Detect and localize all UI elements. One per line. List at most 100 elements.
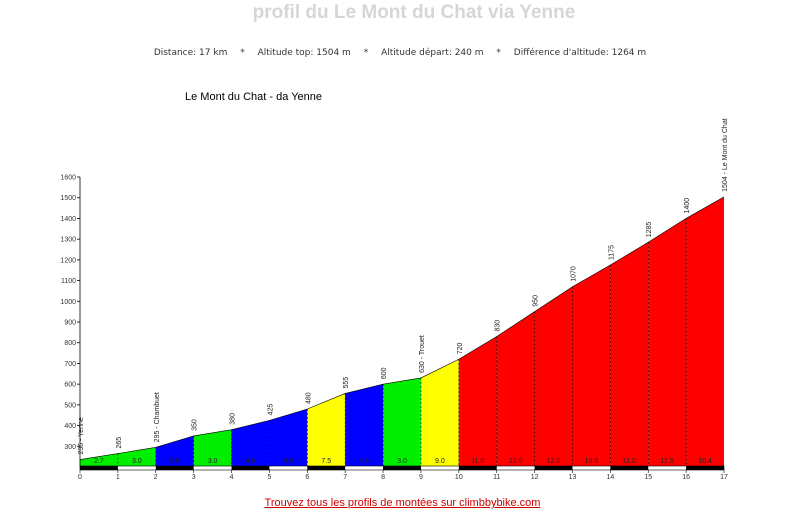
profile-segment bbox=[534, 286, 573, 467]
altitude-difference-stat: Différence d'altitude: 1264 m bbox=[513, 48, 647, 58]
segment-gradient-label: 2.7 bbox=[94, 458, 104, 465]
y-tick-label: 900 bbox=[64, 320, 76, 327]
altitude-point-label: 1285 bbox=[646, 222, 653, 238]
profile-segment bbox=[572, 265, 611, 467]
x-axis-bar-segment bbox=[458, 466, 497, 470]
x-axis-bar-segment bbox=[383, 466, 421, 470]
profile-segment bbox=[307, 393, 346, 467]
altitude-point-label: 350 bbox=[192, 419, 199, 431]
altitude-point-label: 1400 bbox=[684, 198, 691, 214]
segment-gradient-label: 4.5 bbox=[359, 458, 369, 465]
segment-gradient-label: 7.5 bbox=[321, 458, 331, 465]
stat-separator: * bbox=[363, 48, 369, 58]
x-axis-bar-segment bbox=[686, 466, 724, 470]
x-axis-bar-segment bbox=[80, 466, 118, 470]
altitude-point-label: 425 bbox=[267, 404, 274, 416]
segment-gradient-label: 10.5 bbox=[585, 458, 599, 465]
x-tick-label: 13 bbox=[569, 474, 577, 481]
segment-gradient-label: 12.0 bbox=[509, 458, 523, 465]
altitude-point-label: 830 bbox=[495, 320, 502, 332]
profile-segment bbox=[686, 196, 724, 467]
segment-gradient-label: 11.0 bbox=[471, 458, 484, 465]
stat-separator: * bbox=[496, 48, 501, 58]
segment-gradient-label: 11.5 bbox=[661, 458, 674, 465]
y-tick-label: 1600 bbox=[60, 175, 76, 182]
x-tick-label: 10 bbox=[455, 474, 463, 481]
y-tick-label: 700 bbox=[64, 361, 76, 368]
altitude-top-stat: Altitude top: 1504 m bbox=[257, 48, 351, 58]
climb-stats: Distance: 17 km * Altitude top: 1504 m *… bbox=[0, 48, 800, 58]
climbbybike-link[interactable]: Trouvez tous les profils de montées sur … bbox=[264, 497, 541, 509]
profile-segment bbox=[496, 311, 535, 467]
altitude-point-label: 1070 bbox=[570, 266, 577, 282]
x-tick-label: 2 bbox=[154, 474, 158, 481]
segment-gradient-label: 10.4 bbox=[698, 458, 712, 465]
x-tick-label: 7 bbox=[343, 474, 347, 481]
altitude-point-label: 265 bbox=[116, 437, 123, 449]
segment-gradient-label: 4.5 bbox=[246, 458, 256, 465]
y-tick-label: 800 bbox=[64, 340, 76, 347]
chart-title: Le Mont du Chat - da Yenne bbox=[185, 91, 322, 103]
altitude-point-label: 1504 - Le Mont du Chat bbox=[722, 118, 729, 192]
x-axis-bar-segment bbox=[307, 466, 346, 470]
altitude-point-label: 555 bbox=[343, 377, 350, 389]
profile-segment bbox=[269, 409, 308, 467]
y-tick-label: 1400 bbox=[60, 216, 76, 223]
page-title: profil du Le Mont du Chat via Yenne bbox=[252, 2, 576, 23]
x-tick-label: 4 bbox=[230, 474, 234, 481]
stat-separator: * bbox=[240, 48, 245, 58]
x-tick-label: 3 bbox=[192, 474, 196, 481]
x-axis-bar-segment bbox=[231, 466, 270, 470]
segment-gradient-label: 12.0 bbox=[547, 458, 561, 465]
profile-segment bbox=[231, 420, 270, 467]
profile-segment bbox=[80, 453, 118, 467]
altitude-point-label: 1175 bbox=[608, 245, 615, 260]
y-tick-label: 1000 bbox=[60, 299, 76, 306]
x-tick-label: 5 bbox=[267, 474, 271, 481]
x-tick-label: 14 bbox=[606, 474, 614, 481]
y-tick-label: 1200 bbox=[60, 257, 76, 264]
profile-outline bbox=[79, 196, 725, 460]
segment-gradient-label: 3.0 bbox=[208, 458, 218, 465]
altitude-point-label: 380 bbox=[230, 413, 237, 425]
altitude-point-label: 630 - Trouet bbox=[419, 335, 426, 373]
x-tick-label: 15 bbox=[644, 474, 652, 481]
x-axis-bar-segment bbox=[534, 466, 573, 470]
segment-gradient-label: 11.0 bbox=[623, 458, 636, 465]
segment-gradient-label: 5.5 bbox=[283, 458, 293, 465]
x-tick-label: 8 bbox=[381, 474, 385, 481]
segment-gradient-label: 3.0 bbox=[132, 458, 142, 465]
altitude-point-label: 600 bbox=[381, 367, 388, 379]
profile-segment bbox=[193, 429, 232, 467]
profile-segment bbox=[345, 384, 384, 467]
profile-segment bbox=[420, 359, 459, 467]
segment-gradient-label: 9.0 bbox=[435, 458, 445, 465]
y-tick-label: 1300 bbox=[60, 237, 76, 244]
profile-segment bbox=[458, 336, 497, 467]
y-tick-label: 300 bbox=[64, 444, 76, 451]
x-tick-label: 9 bbox=[419, 474, 423, 481]
x-axis-bar-segment bbox=[155, 466, 194, 470]
y-tick-label: 500 bbox=[64, 402, 76, 409]
x-tick-label: 0 bbox=[78, 474, 82, 481]
profile-segment bbox=[155, 435, 194, 467]
profile-segment bbox=[610, 242, 649, 467]
x-tick-label: 12 bbox=[531, 474, 539, 481]
segment-gradient-label: 5.5 bbox=[170, 458, 180, 465]
altitude-point-label: 295 - Chambuet bbox=[154, 392, 161, 442]
y-tick-label: 1100 bbox=[61, 278, 76, 285]
x-tick-label: 17 bbox=[720, 474, 728, 481]
y-tick-label: 1500 bbox=[60, 195, 76, 202]
profile-segment bbox=[383, 377, 421, 467]
altitude-point-label: 720 bbox=[457, 342, 464, 354]
y-tick-label: 400 bbox=[64, 423, 76, 430]
x-tick-label: 1 bbox=[116, 474, 120, 481]
x-tick-label: 11 bbox=[493, 474, 500, 481]
profile-segment bbox=[648, 218, 687, 467]
altitude-start-stat: Altitude départ: 240 m bbox=[381, 48, 484, 58]
x-axis-bar-segment bbox=[610, 466, 649, 470]
y-tick-label: 600 bbox=[64, 382, 76, 389]
distance-stat: Distance: 17 km bbox=[153, 48, 228, 58]
altitude-point-label: 950 bbox=[533, 295, 540, 307]
